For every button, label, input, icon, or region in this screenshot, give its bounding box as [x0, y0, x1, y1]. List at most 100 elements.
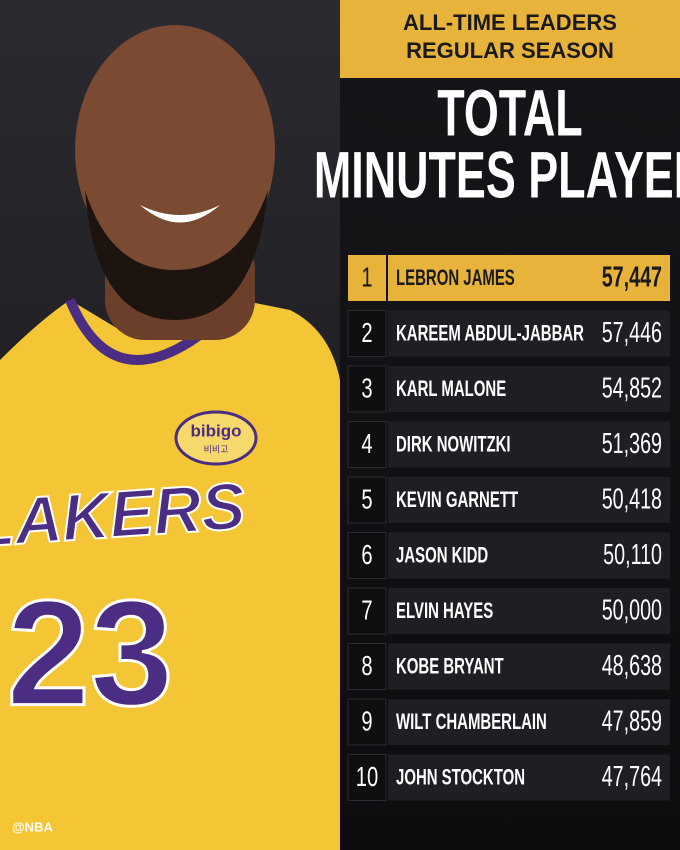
minutes: 47,764 [602, 762, 662, 794]
table-row: 10 JOHN STOCKTON 47,764 [347, 754, 670, 801]
name-wrap: ELVIN HAYES [396, 598, 493, 623]
row-cell [388, 366, 670, 412]
minutes: 54,852 [602, 373, 662, 405]
rank-cell [347, 532, 387, 579]
minutes-wrap: 47,859 [602, 706, 662, 738]
minutes-wrap: 50,418 [602, 484, 662, 516]
rank-cell [347, 643, 387, 690]
table-row: 2 KAREEM ABDUL-JABBAR 57,446 [347, 310, 670, 357]
minutes-wrap: 50,000 [602, 595, 662, 627]
rank-wrap: 3 [361, 373, 372, 404]
player-name: WILT CHAMBERLAIN [396, 709, 547, 734]
name-wrap: KEVIN GARNETT [396, 487, 518, 512]
jersey-number: 23 [7, 569, 174, 737]
rank-wrap: 10 [356, 762, 378, 793]
rank-wrap: 5 [361, 484, 372, 515]
minutes-wrap: 54,852 [602, 373, 662, 405]
strap-number: 44 [255, 351, 271, 366]
player-name: JASON KIDD [396, 542, 488, 567]
name-wrap: LEBRON JAMES [396, 265, 515, 290]
name-wrap: KOBE BRYANT [396, 653, 504, 678]
rank-cell [347, 476, 387, 524]
table-row: 9 WILT CHAMBERLAIN 47,859 [347, 698, 670, 746]
minutes-wrap: 50,110 [603, 540, 662, 572]
title-line: TOTAL [437, 76, 582, 150]
minutes: 50,110 [603, 540, 662, 572]
row-cell [388, 255, 670, 301]
rank: 6 [361, 540, 372, 571]
sponsor-logo: bibigo [191, 421, 242, 440]
title-line: MINUTES PLAYED [314, 138, 680, 212]
header-line: REGULAR SEASON [406, 38, 614, 63]
row-cell [388, 477, 670, 523]
player-name: ELVIN HAYES [396, 598, 493, 623]
minutes-wrap: 47,764 [602, 762, 662, 794]
player-name: KEVIN GARNETT [396, 487, 518, 512]
table-row: 8 KOBE BRYANT 48,638 [347, 643, 670, 690]
sponsor-korean: 비비고 [204, 444, 229, 454]
minutes-wrap: 48,638 [602, 651, 662, 683]
rank-cell [347, 698, 387, 746]
rank: 5 [361, 484, 372, 515]
minutes-wrap: 57,446 [602, 318, 662, 350]
row-cell [388, 643, 670, 690]
minutes: 50,000 [602, 595, 662, 627]
name-wrap: WILT CHAMBERLAIN [396, 709, 547, 734]
rank-cell [347, 587, 387, 635]
player-name: JOHN STOCKTON [396, 764, 525, 789]
row-cell [388, 699, 670, 745]
rank: 10 [356, 762, 378, 793]
name-wrap: KARL MALONE [396, 376, 506, 401]
leaders-table: 1 LEBRON JAMES 57,447 2 KAREEM ABDUL-JABBAR 5… [347, 255, 670, 801]
rank: 3 [361, 373, 372, 404]
minutes: 48,638 [602, 651, 662, 683]
rank-wrap: 1 [361, 262, 372, 293]
table-row: 7 ELVIN HAYES 50,000 [347, 587, 670, 635]
rank: 4 [361, 429, 372, 460]
rank-wrap: 8 [361, 651, 372, 682]
player-name: KOBE BRYANT [396, 653, 504, 678]
rank: 2 [361, 318, 372, 349]
watermark: @NBA [12, 819, 53, 834]
rank-wrap: 9 [361, 706, 372, 737]
table-row: 5 KEVIN GARNETT 50,418 [347, 476, 670, 524]
player-photo: bibigo 비비고 44 LAKERS 23 [0, 25, 340, 850]
player-name: KAREEM ABDUL-JABBAR [396, 320, 584, 345]
player-name: DIRK NOWITZKI [396, 431, 511, 456]
rank-wrap: 2 [361, 318, 372, 349]
rank: 1 [361, 262, 372, 293]
minutes: 50,418 [602, 484, 662, 516]
rank-wrap: 4 [361, 429, 372, 460]
name-wrap: KAREEM ABDUL-JABBAR [396, 320, 584, 345]
table-row: 3 KARL MALONE 54,852 [347, 365, 670, 413]
player-name: KARL MALONE [396, 376, 506, 401]
row-cell [388, 421, 670, 468]
minutes-wrap: 57,447 [602, 262, 662, 294]
rank-cell [347, 365, 387, 413]
rank-cell [347, 421, 387, 468]
header-line: ALL-TIME LEADERS [403, 10, 617, 35]
row-cell [388, 532, 670, 579]
table-row: 1 LEBRON JAMES 57,447 [348, 255, 670, 301]
minutes: 57,447 [602, 262, 662, 294]
table-row: 6 JASON KIDD 50,110 [347, 532, 670, 579]
minutes-wrap: 51,369 [602, 429, 662, 461]
rank: 9 [361, 706, 372, 737]
rank-cell [347, 754, 387, 801]
header-band [340, 0, 680, 78]
rank-wrap: 6 [361, 540, 372, 571]
rank-cell [347, 310, 387, 357]
row-cell [388, 310, 670, 357]
row-cell [388, 588, 670, 634]
minutes: 47,859 [602, 706, 662, 738]
rank-cell [348, 255, 386, 301]
name-wrap: JOHN STOCKTON [396, 764, 525, 789]
rank: 7 [361, 595, 372, 626]
rank: 8 [361, 651, 372, 682]
name-wrap: JASON KIDD [396, 542, 488, 567]
table-row: 4 DIRK NOWITZKI 51,369 [347, 421, 670, 468]
row-cell [388, 754, 670, 801]
minutes: 57,446 [602, 318, 662, 350]
